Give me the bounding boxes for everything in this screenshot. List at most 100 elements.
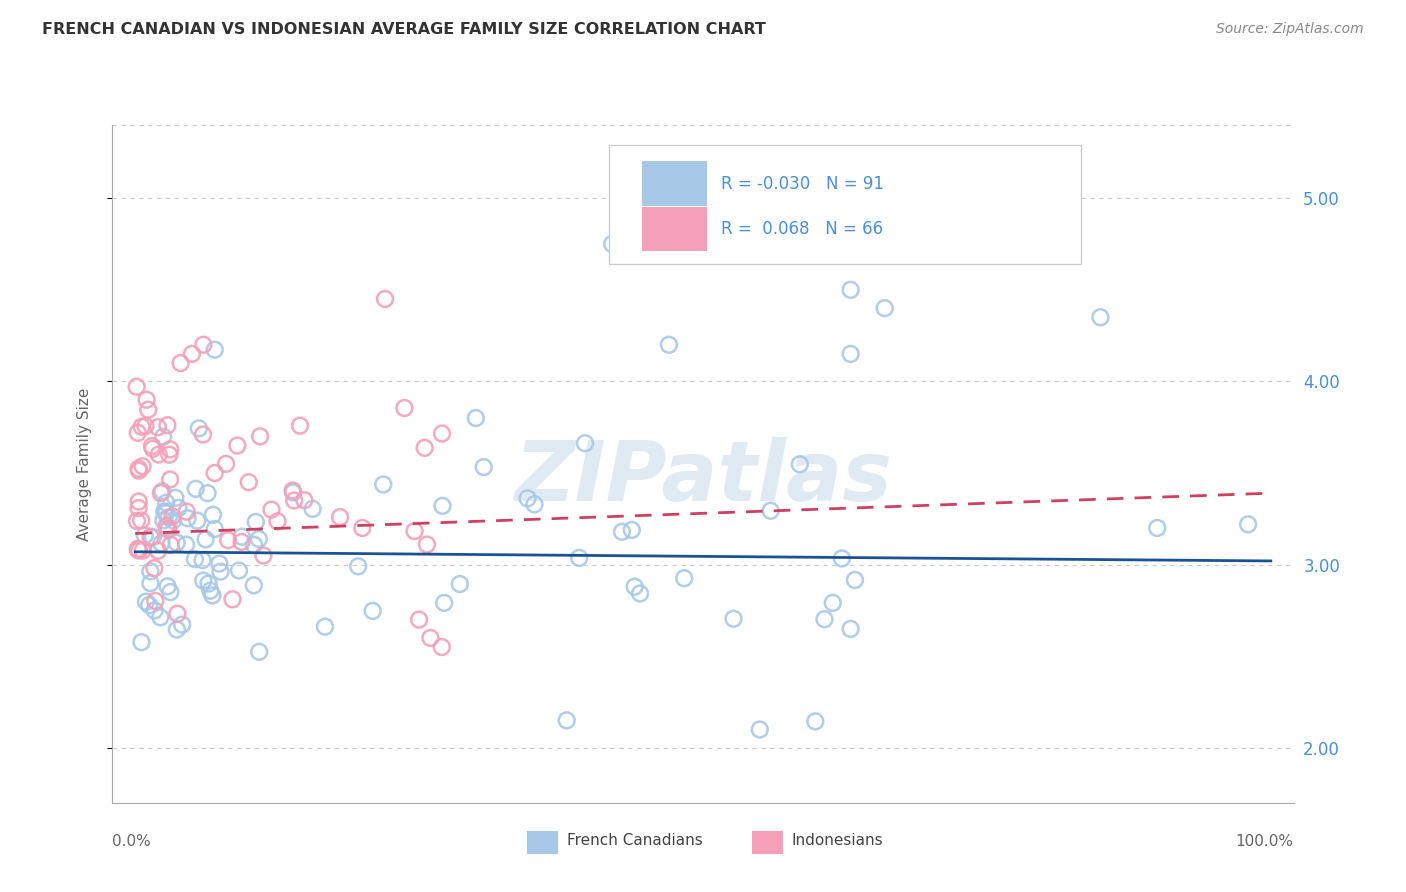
Point	[329, 510, 352, 524]
Point	[249, 429, 271, 443]
Point	[394, 401, 416, 415]
Point	[723, 612, 745, 626]
Point	[204, 522, 226, 536]
Point	[143, 561, 166, 575]
Point	[159, 585, 181, 599]
Point	[134, 528, 156, 542]
Point	[821, 596, 844, 610]
Point	[156, 579, 179, 593]
Point	[139, 576, 162, 591]
Point	[149, 486, 172, 500]
Point	[433, 596, 456, 610]
Point	[555, 714, 578, 728]
Point	[152, 430, 174, 444]
Point	[281, 483, 304, 498]
Point	[176, 505, 198, 519]
Point	[839, 347, 862, 361]
Point	[347, 559, 370, 574]
Point	[194, 533, 217, 547]
Point	[208, 557, 231, 571]
Point	[165, 491, 187, 505]
Point	[152, 513, 174, 527]
Point	[361, 604, 384, 618]
Point	[128, 501, 150, 516]
Point	[131, 635, 153, 649]
FancyBboxPatch shape	[609, 145, 1081, 264]
Point	[374, 292, 396, 306]
Point	[243, 538, 266, 552]
Point	[204, 343, 226, 357]
Point	[193, 337, 215, 351]
Point	[404, 524, 426, 538]
Point	[128, 461, 150, 475]
Point	[159, 473, 181, 487]
Point	[125, 380, 148, 394]
Point	[155, 506, 177, 520]
Point	[131, 459, 153, 474]
Point	[127, 541, 149, 556]
Point	[153, 505, 176, 519]
Point	[181, 347, 204, 361]
Point	[844, 573, 866, 587]
Text: 0.0%: 0.0%	[112, 834, 152, 849]
Point	[159, 442, 181, 457]
Point	[352, 521, 374, 535]
Point	[141, 439, 163, 453]
Point	[197, 576, 219, 591]
Point	[260, 502, 283, 516]
Point	[628, 586, 651, 600]
Point	[125, 514, 148, 528]
Point	[673, 571, 696, 585]
Point	[166, 607, 188, 621]
Point	[247, 645, 270, 659]
Point	[301, 501, 323, 516]
Point	[162, 509, 184, 524]
Text: 100.0%: 100.0%	[1236, 834, 1294, 849]
Point	[153, 504, 176, 518]
Point	[464, 411, 486, 425]
Point	[146, 543, 169, 558]
Point	[288, 418, 311, 433]
Point	[748, 723, 770, 737]
Point	[238, 475, 260, 490]
Point	[231, 535, 253, 549]
Point	[658, 337, 681, 351]
Point	[292, 493, 315, 508]
Point	[266, 514, 288, 528]
Point	[201, 508, 224, 522]
Point	[174, 538, 197, 552]
Point	[127, 542, 149, 557]
Point	[432, 499, 454, 513]
Point	[159, 538, 181, 552]
Point	[231, 530, 253, 544]
Point	[155, 496, 177, 510]
Point	[408, 613, 430, 627]
Point	[221, 592, 243, 607]
Point	[1237, 517, 1260, 532]
Point	[135, 392, 157, 407]
Point	[281, 485, 304, 500]
Point	[215, 457, 238, 471]
Point	[516, 491, 538, 506]
Point	[243, 578, 266, 592]
Point	[204, 466, 226, 480]
Text: French Canadians: French Canadians	[567, 833, 703, 847]
Point	[245, 515, 267, 529]
Point	[472, 460, 495, 475]
Point	[139, 565, 162, 579]
Point	[813, 612, 835, 626]
Point	[128, 494, 150, 508]
FancyBboxPatch shape	[641, 207, 707, 251]
Point	[157, 448, 180, 462]
FancyBboxPatch shape	[641, 161, 707, 205]
Point	[139, 530, 162, 544]
Point	[610, 524, 633, 539]
Point	[839, 622, 862, 636]
Point	[789, 458, 811, 472]
Point	[373, 477, 395, 491]
Point	[136, 402, 159, 417]
Point	[413, 441, 436, 455]
Point	[176, 511, 198, 525]
Point	[129, 513, 152, 527]
Text: FRENCH CANADIAN VS INDONESIAN AVERAGE FAMILY SIZE CORRELATION CHART: FRENCH CANADIAN VS INDONESIAN AVERAGE FA…	[42, 22, 766, 37]
